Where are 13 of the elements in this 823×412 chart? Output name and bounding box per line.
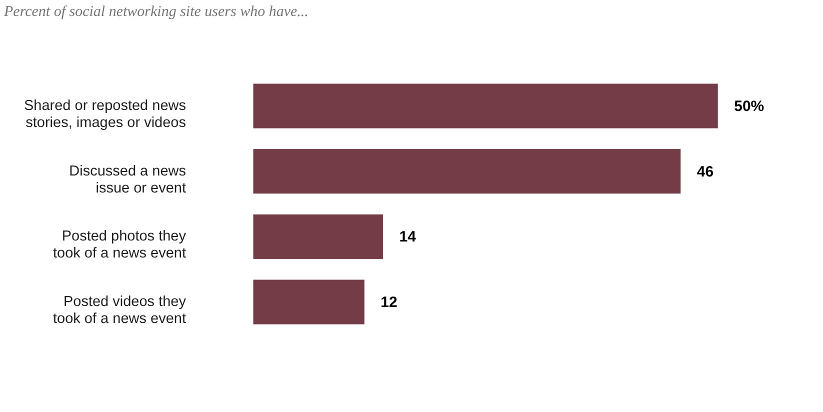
chart-title: Percent of social networking site users who have... — [3, 4, 308, 20]
y-tick-label: Posted videos they took of a news event — [53, 294, 187, 328]
data-label: 50% — [734, 98, 764, 115]
data-label: 46 — [696, 163, 714, 180]
data-label: 14 — [399, 228, 417, 246]
bar — [252, 214, 384, 260]
bar — [252, 148, 682, 194]
y-tick-label: Discussed a news issue or event — [69, 163, 186, 196]
y-tick-label: Posted photos they took of a news event — [53, 228, 187, 262]
y-tick-label: Shared or reposted news stories, images or videos — [24, 98, 186, 131]
bar — [252, 279, 365, 325]
data-label: 12 — [380, 294, 398, 312]
bar — [252, 83, 718, 129]
